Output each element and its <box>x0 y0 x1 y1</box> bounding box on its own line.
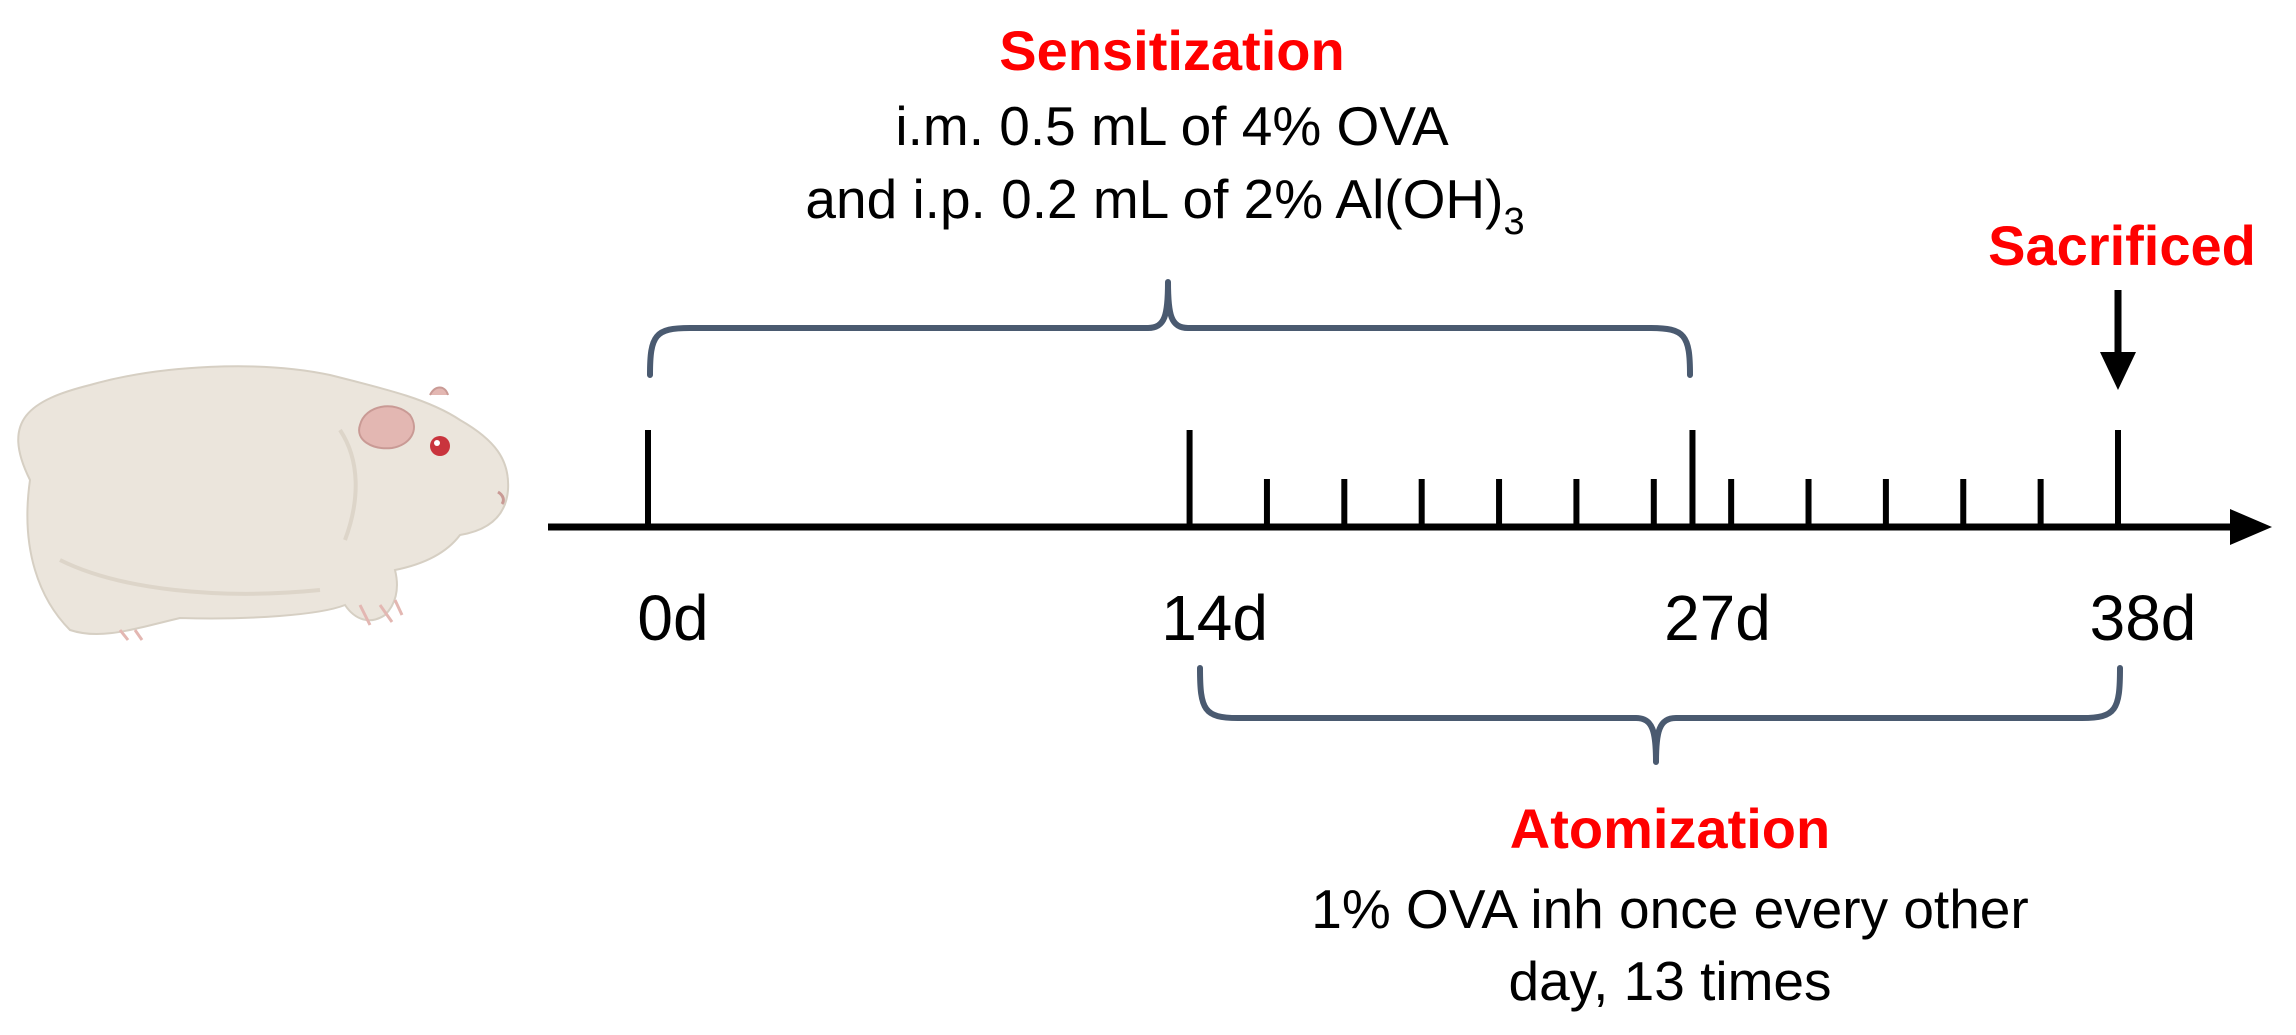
atomization-line2: day, 13 times <box>1508 950 1831 1012</box>
day-label-38: 38d <box>2090 582 2197 654</box>
day-label-27: 27d <box>1664 582 1771 654</box>
day-labels: 0d 14d 27d 38d <box>637 582 2196 654</box>
sensitization-title: Sensitization <box>999 19 1344 82</box>
atomization-line1: 1% OVA inh once every other <box>1311 878 2028 940</box>
down-arrow-icon <box>2100 290 2136 390</box>
sensitization-brace <box>647 279 1693 378</box>
day-label-14: 14d <box>1161 582 1268 654</box>
atomization-brace <box>1197 665 2123 765</box>
day-label-0: 0d <box>637 582 708 654</box>
guinea-pig-icon <box>17 365 510 641</box>
timeline-axis <box>548 509 2272 545</box>
sensitization-line1: i.m. 0.5 mL of 4% OVA <box>895 95 1449 157</box>
timeline-ticks <box>645 430 2121 527</box>
atomization-title: Atomization <box>1510 797 1830 860</box>
sensitization-line2-main: and i.p. 0.2 mL of 2% Al(OH) <box>805 168 1503 230</box>
sensitization-line2-subscript: 3 <box>1503 201 1524 243</box>
sacrificed-label: Sacrificed <box>1988 214 2256 277</box>
sensitization-line2: and i.p. 0.2 mL of 2% Al(OH)3 <box>805 168 1524 243</box>
